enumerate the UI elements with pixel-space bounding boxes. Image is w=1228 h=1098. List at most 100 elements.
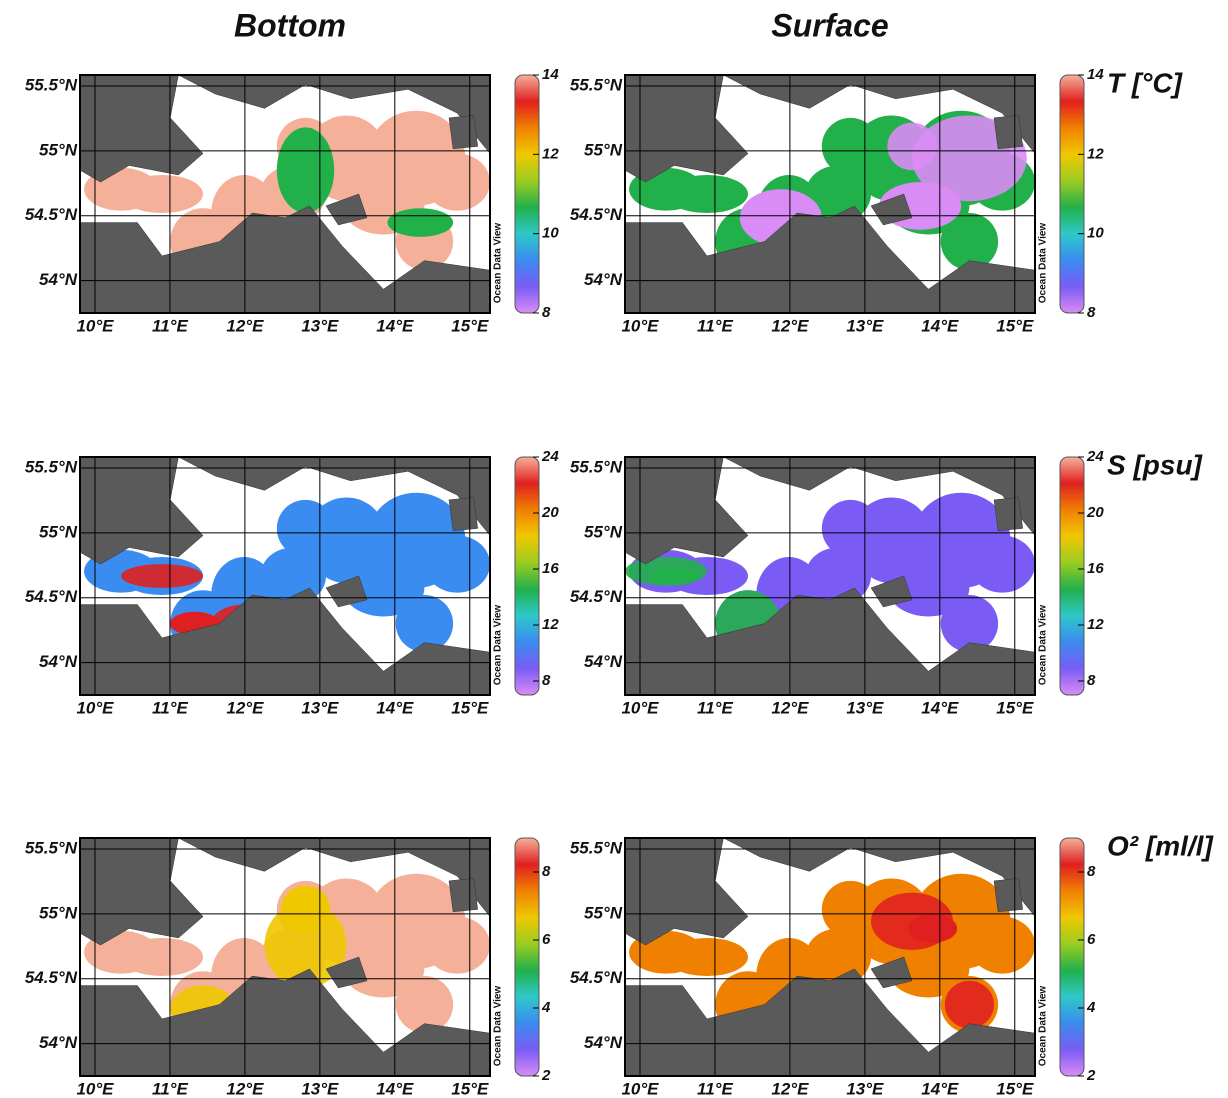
x-tick-label: 14°E (921, 1079, 959, 1098)
x-tick-label: 13°E (846, 698, 884, 717)
watermark: Ocean Data View (493, 605, 504, 686)
colorbar (1059, 837, 1085, 1077)
y-tick-label: 55°N (584, 903, 623, 922)
x-tick-label: 11°E (697, 1079, 733, 1098)
x-tick-label: 10°E (621, 316, 659, 335)
field (887, 940, 970, 998)
colorbar-tick-label: 12 (542, 145, 559, 162)
field (424, 535, 490, 593)
x-tick-label: 13°E (301, 698, 339, 717)
y-tick-label: 54.5°N (25, 205, 78, 224)
column-title: Bottom (234, 7, 346, 43)
y-tick-label: 55°N (39, 903, 78, 922)
x-tick-label: 11°E (697, 316, 733, 335)
colorbar-tick-label: 8 (1087, 863, 1096, 880)
y-tick-label: 54.5°N (570, 205, 623, 224)
x-tick-label: 13°E (301, 316, 339, 335)
colorbar (514, 74, 540, 314)
colorbar (514, 456, 540, 696)
column-title: Surface (771, 7, 888, 43)
colorbar-tick-label: 4 (541, 999, 551, 1016)
field (666, 937, 748, 977)
field (121, 937, 203, 977)
x-tick-label: 12°E (771, 698, 809, 717)
land (723, 838, 1035, 917)
x-tick-label: 12°E (226, 698, 264, 717)
land (80, 968, 490, 1076)
colorbar-tick-label: 8 (1087, 304, 1096, 321)
x-tick-label: 12°E (226, 1079, 264, 1098)
x-tick-label: 13°E (846, 316, 884, 335)
map-panel (625, 75, 1035, 313)
x-tick-label: 15°E (451, 316, 489, 335)
field (969, 916, 1035, 974)
land (178, 75, 490, 154)
colorbar-tick-label: 10 (542, 225, 559, 242)
land (625, 968, 1035, 1076)
land (993, 115, 1023, 150)
colorbar-tick-label: 8 (542, 672, 551, 689)
x-tick-label: 14°E (376, 698, 414, 717)
y-tick-label: 55.5°N (570, 458, 623, 477)
land (870, 193, 913, 226)
x-tick-label: 15°E (996, 1079, 1034, 1098)
y-tick-label: 54.5°N (570, 587, 623, 606)
y-tick-label: 55°N (584, 140, 623, 159)
colorbar-tick-label: 2 (541, 1067, 551, 1084)
colorbar-tick-label: 20 (541, 504, 559, 521)
colorbar-tick-label: 16 (542, 560, 559, 577)
land (625, 587, 1035, 695)
map-panel (625, 838, 1035, 1076)
field (121, 174, 203, 214)
colorbar (1059, 456, 1085, 696)
field (342, 559, 425, 617)
x-tick-label: 11°E (152, 698, 188, 717)
land (325, 575, 368, 608)
y-tick-label: 55.5°N (570, 76, 623, 95)
map-frame (624, 74, 1036, 314)
land (625, 205, 1035, 313)
watermark: Ocean Data View (493, 223, 504, 304)
y-tick-label: 55.5°N (25, 76, 78, 95)
field (424, 916, 490, 974)
watermark: Ocean Data View (1038, 986, 1049, 1067)
land (625, 838, 749, 946)
map-frame (79, 837, 491, 1077)
colorbar-tick-label: 12 (1087, 145, 1104, 162)
land (993, 878, 1023, 913)
y-tick-label: 55.5°N (570, 839, 623, 858)
field (276, 127, 335, 214)
colorbar-tick-label: 2 (1086, 1067, 1096, 1084)
map-frame (624, 837, 1036, 1077)
x-tick-label: 15°E (996, 316, 1034, 335)
land (723, 75, 1035, 154)
land (625, 75, 749, 183)
y-tick-label: 54.5°N (25, 968, 78, 987)
field (424, 153, 490, 211)
map-frame (79, 456, 491, 696)
x-tick-label: 13°E (301, 1079, 339, 1098)
land (325, 956, 368, 989)
field (969, 535, 1035, 593)
y-tick-label: 54°N (39, 1033, 78, 1052)
land (993, 497, 1023, 532)
map-panel (625, 457, 1035, 695)
x-tick-label: 14°E (376, 1079, 414, 1098)
field (887, 559, 970, 617)
colorbar (514, 837, 540, 1077)
y-tick-label: 55°N (39, 522, 78, 541)
x-tick-label: 14°E (921, 698, 959, 717)
land (625, 457, 749, 565)
x-tick-label: 10°E (76, 698, 114, 717)
land (448, 115, 478, 150)
y-tick-label: 54°N (584, 652, 623, 671)
land (80, 457, 204, 565)
colorbar (1059, 74, 1085, 314)
colorbar-tick-label: 6 (542, 931, 551, 948)
x-tick-label: 15°E (451, 698, 489, 717)
land (325, 193, 368, 226)
y-tick-label: 55°N (39, 140, 78, 159)
x-tick-label: 11°E (152, 316, 188, 335)
x-tick-label: 12°E (771, 1079, 809, 1098)
land (448, 878, 478, 913)
